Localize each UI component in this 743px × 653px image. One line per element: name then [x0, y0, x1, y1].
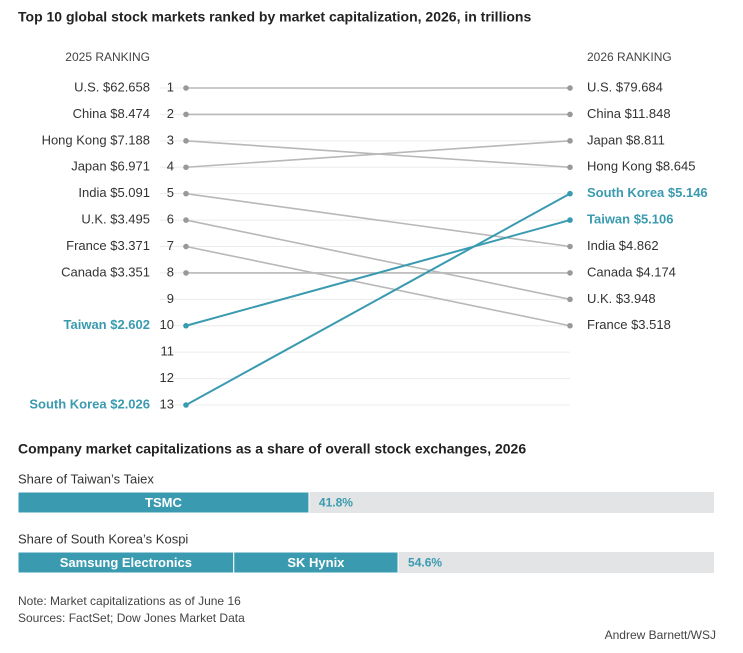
slope-line — [185, 192, 571, 406]
dot-2026 — [567, 243, 573, 250]
dot-2025 — [183, 164, 189, 171]
label-2026: China $11.848 — [587, 106, 671, 121]
rank-label: 11 — [161, 344, 175, 359]
label-2025: Hong Kong $7.188 — [42, 132, 150, 147]
rank-label: 7 — [167, 238, 174, 253]
dot-2025 — [183, 322, 189, 329]
label-2025: U.K. $3.495 — [81, 212, 150, 227]
label-2026: India $4.862 — [587, 238, 659, 253]
left-header: 2025 RANKING — [65, 50, 150, 64]
dot-2025 — [183, 138, 189, 144]
dot-2026 — [567, 85, 573, 91]
total-label: 54.6% — [408, 556, 442, 570]
dot-2025 — [183, 402, 189, 408]
rank-label: 3 — [167, 132, 174, 147]
dot-2026 — [567, 217, 573, 223]
dot-2025 — [183, 190, 189, 197]
label-2025: South Korea $2.026 — [29, 396, 150, 411]
label-2026: South Korea $5.146 — [587, 185, 708, 200]
total-label: 41.8% — [319, 496, 353, 510]
rank-label: 12 — [160, 370, 174, 385]
dot-2025 — [183, 111, 189, 118]
dot-2025 — [183, 243, 189, 250]
section-title: Company market capitalizations as a shar… — [18, 441, 526, 457]
right-header: 2026 RANKING — [587, 50, 672, 64]
sources: Sources: FactSet; Dow Jones Market Data — [18, 611, 245, 625]
dot-2026 — [567, 296, 573, 303]
rank-label: 2 — [167, 106, 174, 121]
dot-2026 — [567, 322, 573, 329]
credit: Andrew Barnett/WSJ — [605, 628, 716, 642]
rank-label: 13 — [160, 396, 174, 411]
label-2025: India $5.091 — [78, 185, 150, 200]
segment-label: Samsung Electronics — [60, 555, 192, 570]
rank-label: 5 — [167, 185, 174, 200]
dot-2026 — [567, 270, 573, 276]
bar-segment — [17, 491, 310, 514]
label-2026: Taiwan $5.106 — [587, 212, 673, 227]
dot-2026 — [567, 138, 573, 144]
label-2026: Canada $4.174 — [587, 264, 676, 279]
dot-2025 — [183, 85, 189, 91]
bar-segment — [233, 551, 399, 574]
rank-label: 10 — [160, 317, 174, 332]
label-2025: Taiwan $2.602 — [64, 317, 150, 332]
rank-label: 4 — [167, 159, 174, 174]
note: Note: Market capitalizations as of June … — [18, 594, 241, 608]
rank-label: 6 — [167, 212, 174, 227]
dot-2026 — [567, 190, 573, 197]
bar-label: Share of South Korea’s Kospi — [18, 531, 188, 546]
label-2025: Japan $6.971 — [71, 159, 150, 174]
slope-line — [185, 140, 571, 169]
label-2026: France $3.518 — [587, 317, 671, 332]
dot-2026 — [567, 164, 573, 171]
slope-line — [185, 245, 571, 327]
label-2025: China $8.474 — [73, 106, 150, 121]
label-2025: Canada $3.351 — [61, 264, 150, 279]
dot-2025 — [183, 217, 189, 223]
label-2025: France $3.371 — [66, 238, 150, 253]
rank-label: 9 — [167, 291, 174, 306]
label-2026: Hong Kong $8.645 — [587, 159, 695, 174]
label-2026: U.K. $3.948 — [587, 291, 656, 306]
rank-label: 8 — [167, 264, 174, 279]
dot-2026 — [567, 111, 573, 118]
slope-line — [185, 219, 571, 301]
segment-label: SK Hynix — [287, 555, 345, 570]
label-2025: U.S. $62.658 — [74, 79, 150, 94]
rank-label: 1 — [167, 79, 174, 94]
segment-label: TSMC — [145, 495, 182, 510]
label-2026: U.S. $79.684 — [587, 79, 663, 94]
bar-label: Share of Taiwan’s Taiex — [18, 471, 154, 486]
label-2026: Japan $8.811 — [587, 132, 665, 147]
chart-title: Top 10 global stock markets ranked by ma… — [18, 9, 531, 25]
slope-line — [185, 219, 571, 327]
dot-2025 — [183, 270, 189, 276]
